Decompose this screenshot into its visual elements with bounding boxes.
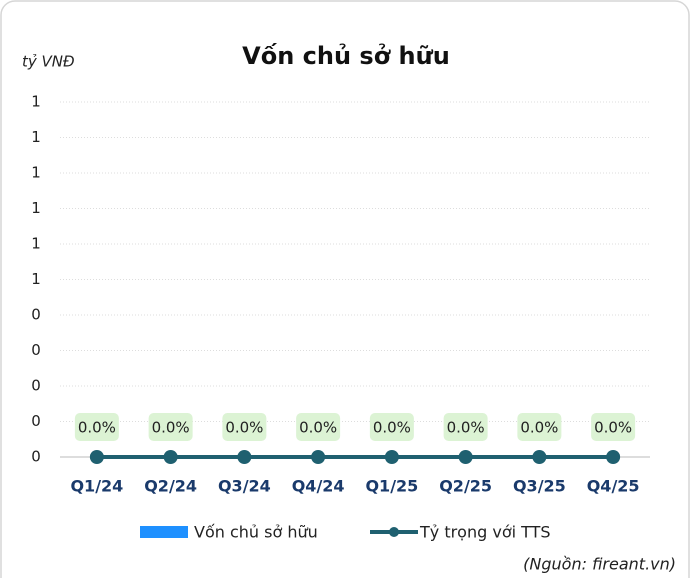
data-label: 0.0% <box>373 419 411 437</box>
data-label-box <box>443 413 488 441</box>
x-tick-label: Q1/25 <box>365 477 418 496</box>
x-tick-label: Q4/25 <box>587 477 640 496</box>
line-marker <box>384 450 399 464</box>
y-tick-label: 1 <box>31 199 41 217</box>
x-tick-label: Q3/24 <box>218 477 271 496</box>
chart-title: Vốn chủ sở hữu <box>242 42 450 70</box>
x-tick-label: Q3/25 <box>513 477 566 496</box>
data-label: 0.0% <box>225 419 263 437</box>
data-label: 0.0% <box>299 419 337 437</box>
data-label: 0.0% <box>78 419 116 437</box>
y-tick-label: 1 <box>31 128 41 146</box>
data-label-box <box>148 413 193 441</box>
x-tick-label: Q2/24 <box>144 477 197 496</box>
data-label-box <box>517 413 562 441</box>
y-tick-label: 0 <box>31 306 41 324</box>
legend-marker <box>389 527 399 537</box>
y-tick-label: 1 <box>31 270 41 288</box>
line-marker <box>606 450 621 464</box>
y-axis-label: tỷ VNĐ <box>22 53 75 71</box>
data-label: 0.0% <box>152 419 190 437</box>
data-label: 0.0% <box>520 419 558 437</box>
data-label-box <box>591 413 636 441</box>
y-tick-label: 0 <box>31 412 41 430</box>
x-tick-label: Q1/24 <box>70 477 123 496</box>
data-label-box <box>296 413 341 441</box>
legend-label: Vốn chủ sở hữu <box>194 523 318 542</box>
data-label-box <box>222 413 267 441</box>
source: (Nguồn: fireant.vn) <box>523 555 676 574</box>
line-marker <box>532 450 547 464</box>
y-tick-label: 1 <box>31 93 41 111</box>
data-label-box <box>369 413 414 441</box>
y-tick-label: 1 <box>31 235 41 253</box>
data-label: 0.0% <box>447 419 485 437</box>
y-tick-label: 0 <box>31 377 41 395</box>
line-marker <box>163 450 178 464</box>
y-tick-label: 1 <box>31 164 41 182</box>
data-label-box <box>74 413 119 441</box>
legend-label: Tỷ trọng với TTS <box>419 523 551 542</box>
line-marker <box>237 450 252 464</box>
line-marker <box>89 450 104 464</box>
y-tick-label: 0 <box>31 341 41 359</box>
x-tick-label: Q2/25 <box>439 477 492 496</box>
x-tick-label: Q4/24 <box>292 477 345 496</box>
line-marker <box>311 450 326 464</box>
legend-swatch <box>140 526 188 538</box>
line-marker <box>458 450 473 464</box>
y-tick-label: 0 <box>31 448 41 466</box>
data-label: 0.0% <box>594 419 632 437</box>
